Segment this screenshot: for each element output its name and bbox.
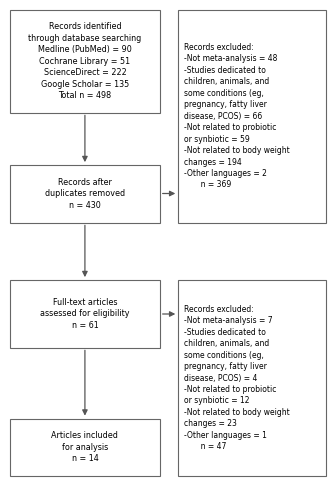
FancyBboxPatch shape xyxy=(178,10,326,222)
Text: Records excluded:
-Not meta-analysis = 48
-Studies dedicated to
children, animal: Records excluded: -Not meta-analysis = 4… xyxy=(184,43,290,190)
FancyBboxPatch shape xyxy=(178,280,326,476)
Text: Full-text articles
assessed for eligibility
n = 61: Full-text articles assessed for eligibil… xyxy=(40,298,130,330)
Text: Articles included
for analysis
n = 14: Articles included for analysis n = 14 xyxy=(52,432,118,463)
Text: Records excluded:
-Not meta-analysis = 7
-Studies dedicated to
children, animals: Records excluded: -Not meta-analysis = 7… xyxy=(184,305,290,451)
FancyBboxPatch shape xyxy=(10,418,160,476)
FancyBboxPatch shape xyxy=(10,10,160,113)
Text: Records identified
through database searching
Medline (PubMed) = 90
Cochrane Lib: Records identified through database sear… xyxy=(28,22,142,100)
FancyBboxPatch shape xyxy=(10,280,160,347)
FancyBboxPatch shape xyxy=(10,165,160,222)
Text: Records after
duplicates removed
n = 430: Records after duplicates removed n = 430 xyxy=(45,178,125,210)
